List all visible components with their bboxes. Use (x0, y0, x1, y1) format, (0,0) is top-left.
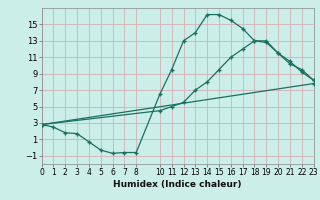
X-axis label: Humidex (Indice chaleur): Humidex (Indice chaleur) (113, 180, 242, 189)
